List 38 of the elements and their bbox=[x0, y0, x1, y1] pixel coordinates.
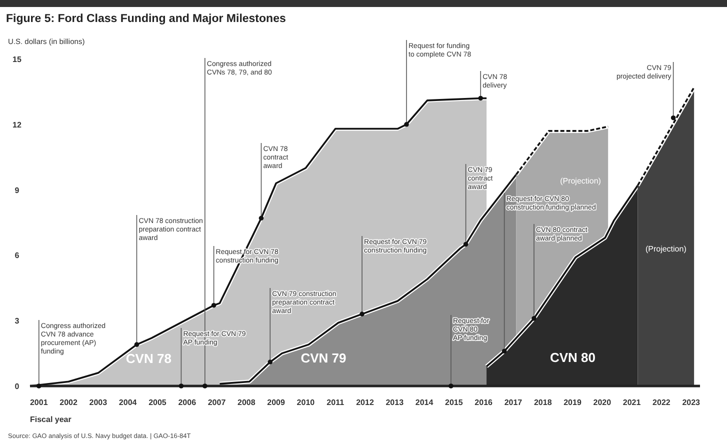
x-tick-label: 2017 bbox=[504, 398, 523, 407]
series-label: (Projection) bbox=[560, 176, 602, 186]
x-tick-label: 2020 bbox=[593, 398, 612, 407]
x-tick-label: 2018 bbox=[534, 398, 552, 407]
x-tick-label: 2001 bbox=[30, 398, 48, 407]
x-tick-label: 2013 bbox=[386, 398, 404, 407]
y-tick-label: 3 bbox=[14, 316, 20, 326]
x-tick-label: 2004 bbox=[118, 398, 138, 407]
x-tick-label: 2022 bbox=[652, 398, 671, 407]
x-tick-label: 2003 bbox=[89, 398, 108, 407]
chart-title: Figure 5: Ford Class Funding and Major Milestones bbox=[6, 13, 286, 25]
point bbox=[532, 316, 536, 321]
series-label: CVN 80 bbox=[550, 350, 596, 365]
x-tick-label: 2015 bbox=[445, 398, 464, 407]
x-tick-label: 2016 bbox=[474, 398, 494, 407]
y-tick-label: 12 bbox=[12, 120, 22, 130]
x-tick-label: 2011 bbox=[326, 398, 345, 407]
x-tick-label: 2014 bbox=[415, 398, 434, 407]
x-tick-label: 2019 bbox=[564, 398, 582, 407]
series-label: CVN 79 bbox=[300, 350, 346, 366]
series-label: CVN 78 bbox=[126, 350, 172, 366]
x-tick-label: 2023 bbox=[682, 398, 701, 407]
x-tick-label: 2006 bbox=[178, 398, 197, 407]
x-tick-label: 2021 bbox=[622, 398, 642, 407]
x-axis-title: Fiscal year bbox=[30, 415, 72, 424]
x-tick-label: 2008 bbox=[238, 398, 256, 407]
point bbox=[502, 348, 507, 354]
x-tick-label: 2009 bbox=[267, 398, 286, 407]
y-tick-label: 0 bbox=[14, 382, 20, 391]
x-tick-label: 2012 bbox=[356, 398, 374, 407]
y-tick-label: 6 bbox=[14, 251, 20, 260]
y-tick-label: 9 bbox=[14, 186, 20, 195]
x-tick-label: 2005 bbox=[148, 398, 167, 407]
x-tick-label: 2007 bbox=[208, 398, 226, 407]
x-tick-label: 2002 bbox=[60, 398, 78, 407]
y-tick-label: 15 bbox=[12, 55, 22, 64]
x-tick-label: 2010 bbox=[296, 398, 316, 407]
series-label: (Projection) bbox=[645, 244, 687, 254]
